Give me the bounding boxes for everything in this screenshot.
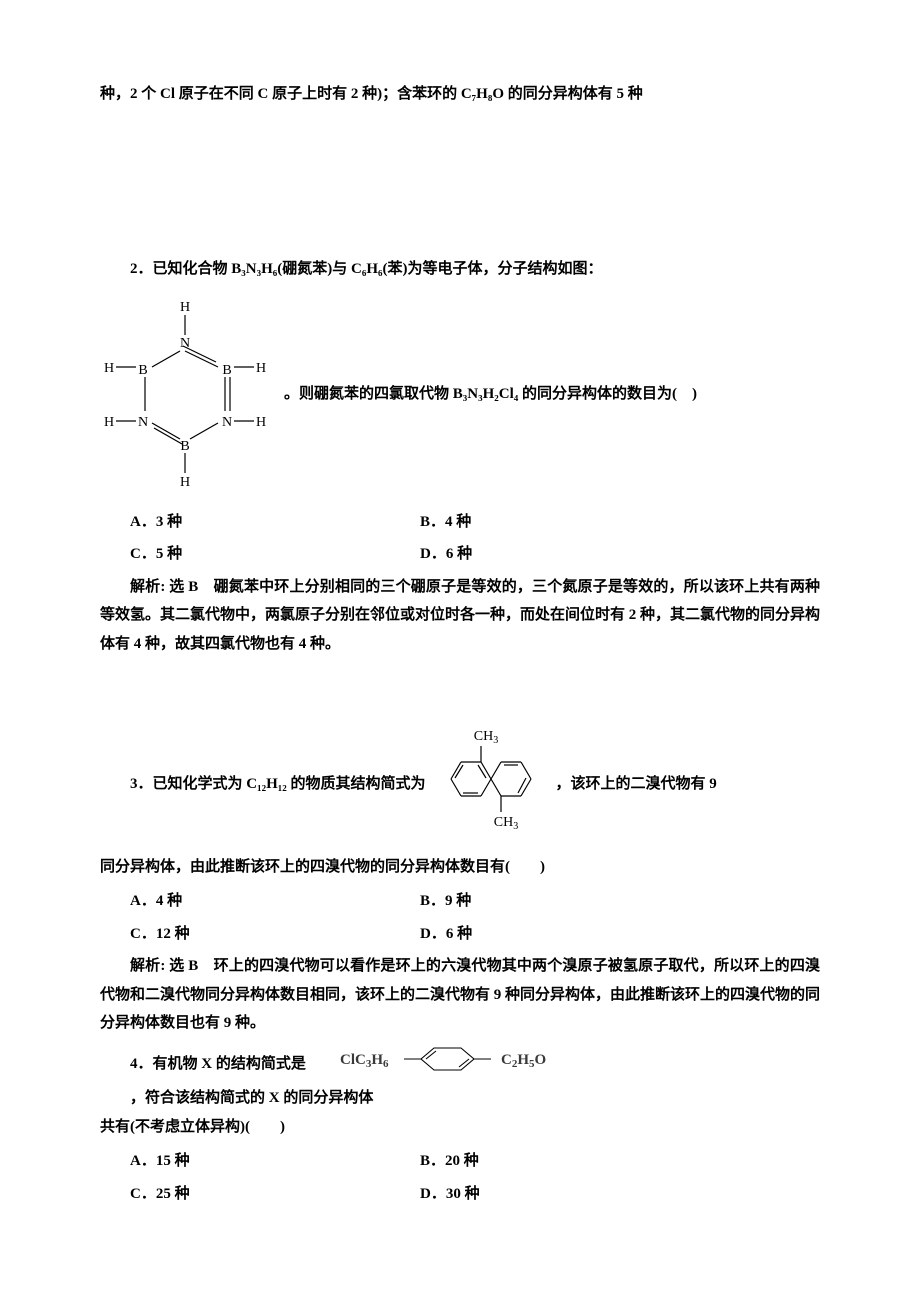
q3-stem-left: 3．已知化学式为 C₁₂H₁₂ 的物质其结构简式为 (100, 770, 426, 799)
q4-option-d: D．30 种 (420, 1180, 480, 1209)
q3-option-a: A．4 种 (130, 887, 420, 916)
q2-options-row1: A．3 种 B．4 种 (130, 508, 820, 537)
svg-text:B: B (222, 363, 231, 378)
q2-option-a: A．3 种 (130, 508, 420, 537)
q2-explain: 解析: 选 B 硼氮苯中环上分别相同的三个硼原子是等效的，三个氮原子是等效的，所… (100, 573, 820, 659)
q4-option-a: A．15 种 (130, 1147, 420, 1176)
q4-structure: ClC3H6 C2H5O (306, 1044, 566, 1085)
q2-option-d: D．6 种 (420, 540, 472, 569)
q4-option-c: C．25 种 (130, 1180, 420, 1209)
q4-options-row2: C．25 种 D．30 种 (130, 1180, 820, 1209)
q3-figure-row: 3．已知化学式为 C₁₂H₁₂ 的物质其结构简式为 (100, 724, 820, 845)
top-fragment: 种，2 个 Cl 原子在不同 C 原子上时有 2 种)；含苯环的 C₇H₈O 的… (100, 80, 820, 109)
spacer-2 (100, 664, 820, 724)
svg-text:H: H (180, 300, 190, 315)
naphthalene-structure: CH3 CH3 (426, 724, 556, 845)
svg-text:N: N (180, 336, 190, 351)
svg-text:B: B (180, 439, 189, 454)
q4-option-b: B．20 种 (420, 1147, 479, 1176)
spacer-1 (100, 115, 820, 255)
q3-option-d: D．6 种 (420, 920, 472, 949)
q3-options-row1: A．4 种 B．9 种 (130, 887, 820, 916)
borazine-structure: H N B H N H B H N H B H (100, 289, 280, 500)
svg-text:ClC3H6: ClC3H6 (340, 1052, 389, 1070)
q2-stem: 2．已知化合物 B₃N₃H₆(硼氮苯)与 C₆H₆(苯)为等电子体，分子结构如图… (100, 255, 820, 284)
q2-tail-text: 。则硼氮苯的四氯取代物 B₃N₃H₂Cl₄ 的同分异构体的数目为( ) (280, 380, 820, 409)
svg-text:H: H (104, 361, 114, 376)
q4-stem-row: 4．有机物 X 的结构简式是 ClC3H6 C2H5O ，符合该结构简式的 X … (100, 1044, 820, 1113)
q4-pre: 4．有机物 X 的结构简式是 (100, 1050, 306, 1079)
q3-explain: 解析: 选 B 环上的四溴代物可以看作是环上的六溴代物其中两个溴原子被氢原子取代… (100, 952, 820, 1038)
svg-text:H: H (180, 475, 190, 489)
svg-text:H: H (104, 415, 114, 430)
q2-tail-1: 。则硼氮苯的四氯取代物 B₃N₃H₂Cl₄ 的同分异构体的数目为( (284, 386, 677, 402)
q4-options-row1: A．15 种 B．20 种 (130, 1147, 820, 1176)
svg-text:C2H5O: C2H5O (501, 1052, 546, 1070)
q2-figure-row: H N B H N H B H N H B H 。则硼氮苯的四氯取代物 B₃N₃… (100, 289, 820, 500)
svg-text:N: N (138, 415, 148, 430)
q2-option-b: B．4 种 (420, 508, 471, 537)
q2-options-row2: C．5 种 D．6 种 (130, 540, 820, 569)
q3-cont: 同分异构体，由此推断该环上的四溴代物的同分异构体数目有( ) (100, 853, 820, 882)
q3-stem-right: ，该环上的二溴代物有 9 (556, 770, 717, 799)
q4-line2: 共有(不考虑立体异构)( ) (100, 1113, 820, 1142)
svg-text:H: H (256, 415, 266, 430)
q2-tail-2: ) (692, 386, 697, 402)
q3-options-row2: C．12 种 D．6 种 (130, 920, 820, 949)
q3-option-c: C．12 种 (130, 920, 420, 949)
q2-option-c: C．5 种 (130, 540, 420, 569)
q3-option-b: B．9 种 (420, 887, 471, 916)
svg-text:N: N (222, 415, 232, 430)
svg-text:H: H (256, 361, 266, 376)
svg-text:B: B (138, 363, 147, 378)
q4-post: ，符合该结构简式的 X 的同分异构体 (100, 1084, 373, 1113)
